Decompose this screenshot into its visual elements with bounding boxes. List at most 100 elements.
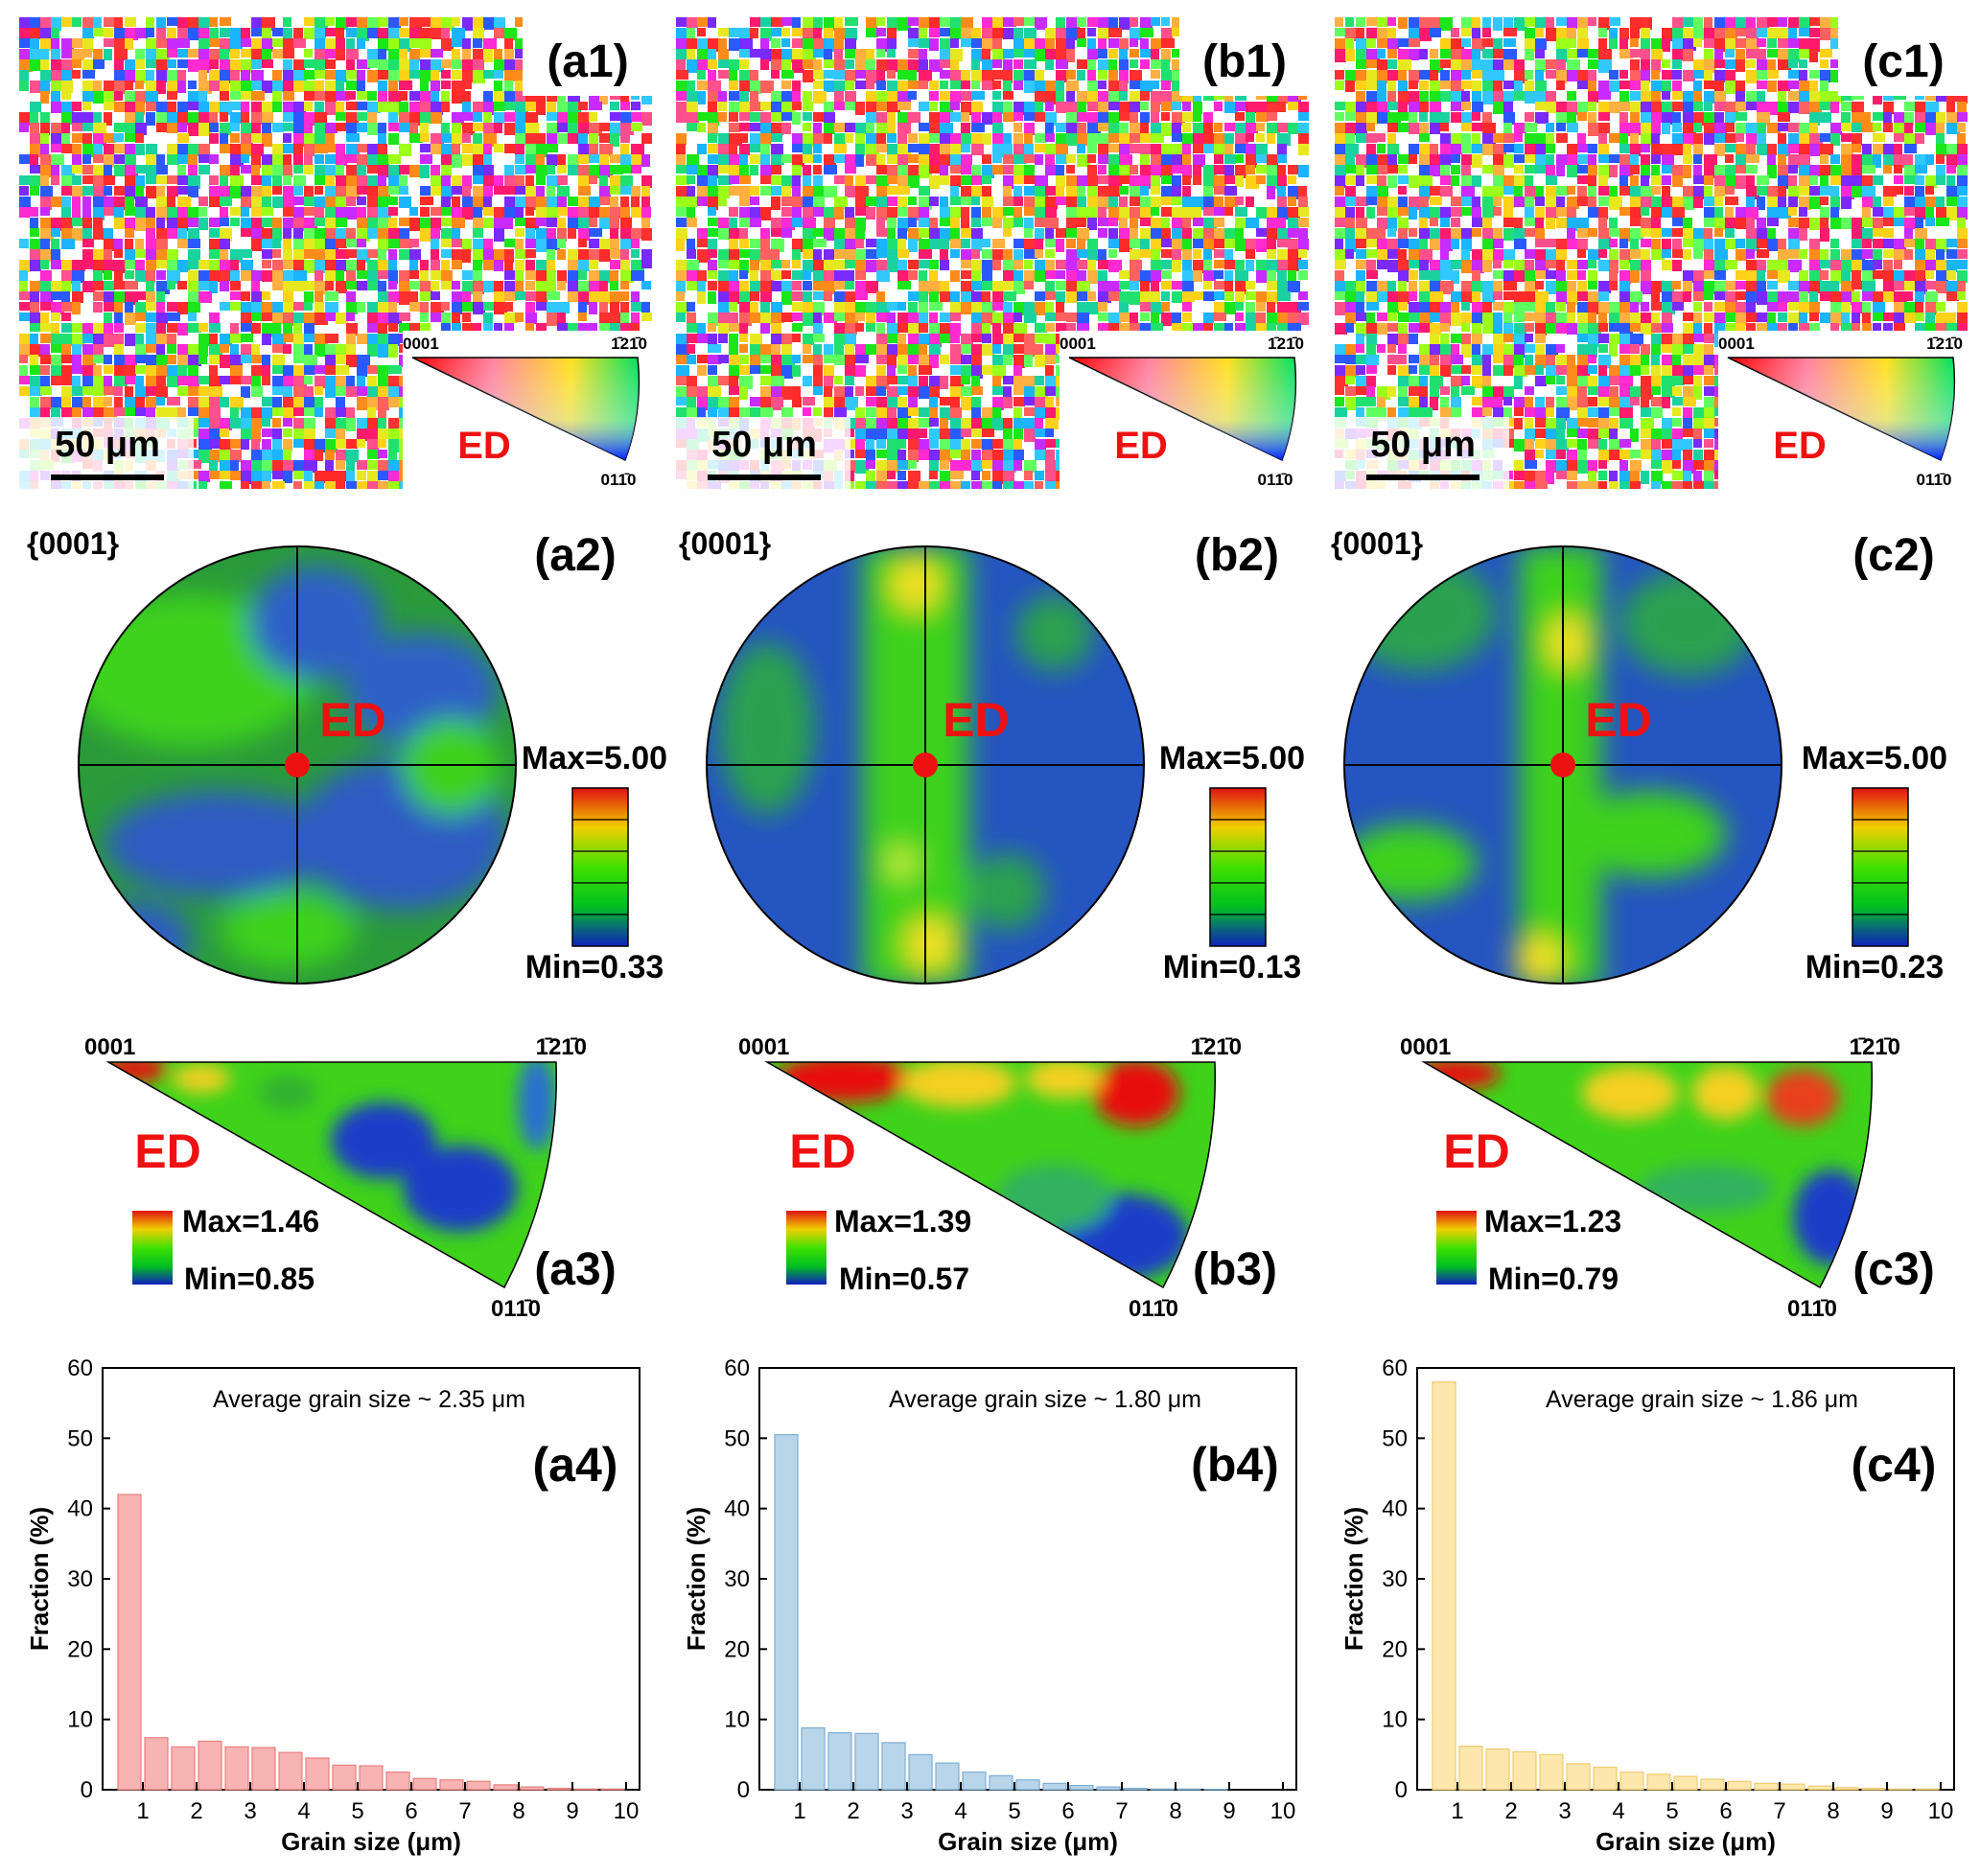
histogram-c4: 1 2 3 4 5 6 7 8 9 10 0 10 20 30 40 50 60 Average grain s… — [1339, 1355, 1955, 1856]
direction-ed: ED — [789, 1124, 855, 1178]
key-corner-0001: 0001 — [1060, 335, 1096, 353]
ipf-corner-0001: 0001 — [84, 1034, 135, 1060]
bar — [1807, 1785, 1832, 1791]
panel-label-a3: (a3) — [534, 1244, 616, 1295]
direction-ed: ED — [319, 693, 385, 747]
bar — [774, 1434, 799, 1791]
ipf-max: Max=1.39 — [834, 1204, 971, 1239]
bar — [908, 1753, 933, 1791]
bar — [520, 1786, 545, 1791]
x-tick-label: 4 — [954, 1798, 967, 1824]
y-tick-label: 30 — [67, 1566, 93, 1592]
bar — [1673, 1775, 1698, 1791]
scale-bar — [708, 475, 821, 480]
y-tick-label: 20 — [67, 1636, 93, 1662]
x-tick-label: 5 — [1666, 1798, 1678, 1824]
bar — [1566, 1763, 1591, 1791]
bar — [144, 1737, 169, 1791]
ed-pole-marker — [285, 753, 310, 777]
x-tick-label: 9 — [1880, 1798, 1893, 1824]
bar — [854, 1732, 879, 1791]
bar — [117, 1494, 142, 1791]
direction-ed: ED — [134, 1124, 200, 1178]
pole-figure-a: {0001} (a2) ED Max=5.00 Min=0.33 — [27, 526, 667, 985]
bar — [935, 1762, 960, 1791]
x-tick-label: 7 — [1773, 1798, 1785, 1824]
ipf-min: Min=0.85 — [184, 1262, 314, 1296]
plot-frame — [1416, 1367, 1955, 1791]
pf-color-legend — [571, 787, 629, 947]
histogram-a4: 1 2 3 4 5 6 7 8 9 10 0 10 20 30 40 50 60 Average grain s… — [25, 1355, 641, 1856]
key-direction-ed: ED — [1773, 425, 1827, 467]
chart-title: Average grain size ~ 1.80 μm — [889, 1386, 1201, 1413]
direction-ed: ED — [1443, 1124, 1509, 1178]
x-tick-label: 7 — [1115, 1798, 1128, 1824]
ipf-color-legend — [786, 1211, 827, 1285]
bar — [989, 1774, 1013, 1791]
x-tick-label: 3 — [1558, 1798, 1571, 1824]
y-tick-label: 0 — [737, 1777, 750, 1803]
x-tick-label: 3 — [900, 1798, 913, 1824]
y-tick-label: 10 — [67, 1707, 93, 1733]
bar — [171, 1746, 196, 1791]
pole-figure-b: {0001} (b2) ED Max=5.00 Min=0.13 — [679, 526, 1305, 985]
key-corner-1210: 1̄21̄0 — [1926, 335, 1963, 353]
y-tick-label: 60 — [1382, 1355, 1408, 1381]
ebsd-map-c: (c1) 50 μm 0001 1̄21̄0 011̄0 ED — [1335, 17, 1968, 489]
ipf-max: Max=1.23 — [1484, 1204, 1621, 1239]
bar — [412, 1777, 437, 1791]
panel-label-c4: (c4) — [1852, 1438, 1937, 1492]
ipf-min: Min=0.79 — [1488, 1262, 1619, 1296]
bar — [573, 1788, 598, 1791]
y-tick-label: 30 — [1382, 1566, 1408, 1592]
bar — [1069, 1784, 1094, 1791]
x-tick-label: 5 — [351, 1798, 363, 1824]
y-tick-label: 30 — [724, 1566, 750, 1592]
x-tick-label: 10 — [1270, 1798, 1296, 1824]
x-tick-label: 2 — [1504, 1798, 1517, 1824]
y-tick-label: 40 — [67, 1496, 93, 1522]
key-corner-1210: 1̄21̄0 — [611, 335, 647, 353]
plot-frame — [758, 1367, 1297, 1791]
ipf-corner-1210: 1̄21̄0 — [536, 1034, 587, 1060]
y-tick-label: 0 — [1395, 1777, 1408, 1803]
y-tick-label: 10 — [724, 1707, 750, 1733]
pf-max: Max=5.00 — [522, 740, 667, 776]
y-tick-label: 60 — [67, 1355, 93, 1381]
key-direction-ed: ED — [457, 425, 511, 467]
bar — [1727, 1780, 1752, 1791]
histogram-b4: 1 2 3 4 5 6 7 8 9 10 0 10 20 30 40 50 60 Average grain s… — [682, 1355, 1297, 1856]
x-tick-label: 9 — [566, 1798, 578, 1824]
panel-label-a4: (a4) — [533, 1438, 618, 1492]
y-axis-label: Fraction (%) — [1339, 1507, 1368, 1651]
panel-label-a2: (a2) — [534, 530, 616, 581]
ipf-color-legend — [1436, 1211, 1477, 1285]
pf-min: Min=0.23 — [1805, 949, 1945, 985]
x-tick-label: 2 — [190, 1798, 202, 1824]
bar — [1861, 1787, 1886, 1791]
pf-max: Max=5.00 — [1802, 740, 1947, 776]
ipf-color-key: 0001 1̄21̄0 011̄0 ED — [1060, 331, 1309, 489]
y-tick-label: 40 — [1382, 1496, 1408, 1522]
bar — [1619, 1772, 1644, 1791]
key-corner-0001: 0001 — [403, 335, 439, 353]
ipf-min: Min=0.57 — [839, 1262, 969, 1296]
panel-label-c1: (c1) — [1862, 36, 1944, 87]
panel-label-a1: (a1) — [547, 36, 628, 87]
panel-label-b2: (b2) — [1195, 530, 1279, 581]
key-direction-ed: ED — [1114, 425, 1168, 467]
ebsd-map-a: (a1) 50 μm 0001 1̄21̄0 011̄0 ED — [19, 17, 652, 489]
scale-bar-label: 50 μm — [1370, 425, 1476, 465]
direction-ed: ED — [1585, 693, 1651, 747]
ipf-corner-0110: 011̄0 — [1787, 1296, 1837, 1322]
x-axis-label: Grain size (μm) — [281, 1827, 461, 1856]
key-corner-0001: 0001 — [1718, 335, 1755, 353]
ipf-corner-0001: 0001 — [738, 1034, 789, 1060]
bar — [600, 1788, 625, 1791]
chart-title: Average grain size ~ 1.86 μm — [1546, 1386, 1858, 1413]
bar — [1539, 1753, 1564, 1791]
chart-title: Average grain size ~ 2.35 μm — [213, 1386, 525, 1413]
ebsd-map-b: (b1) 50 μm 0001 1̄21̄0 011̄0 ED — [676, 17, 1309, 489]
key-corner-0110: 011̄0 — [601, 471, 637, 489]
plot-frame — [102, 1367, 641, 1791]
